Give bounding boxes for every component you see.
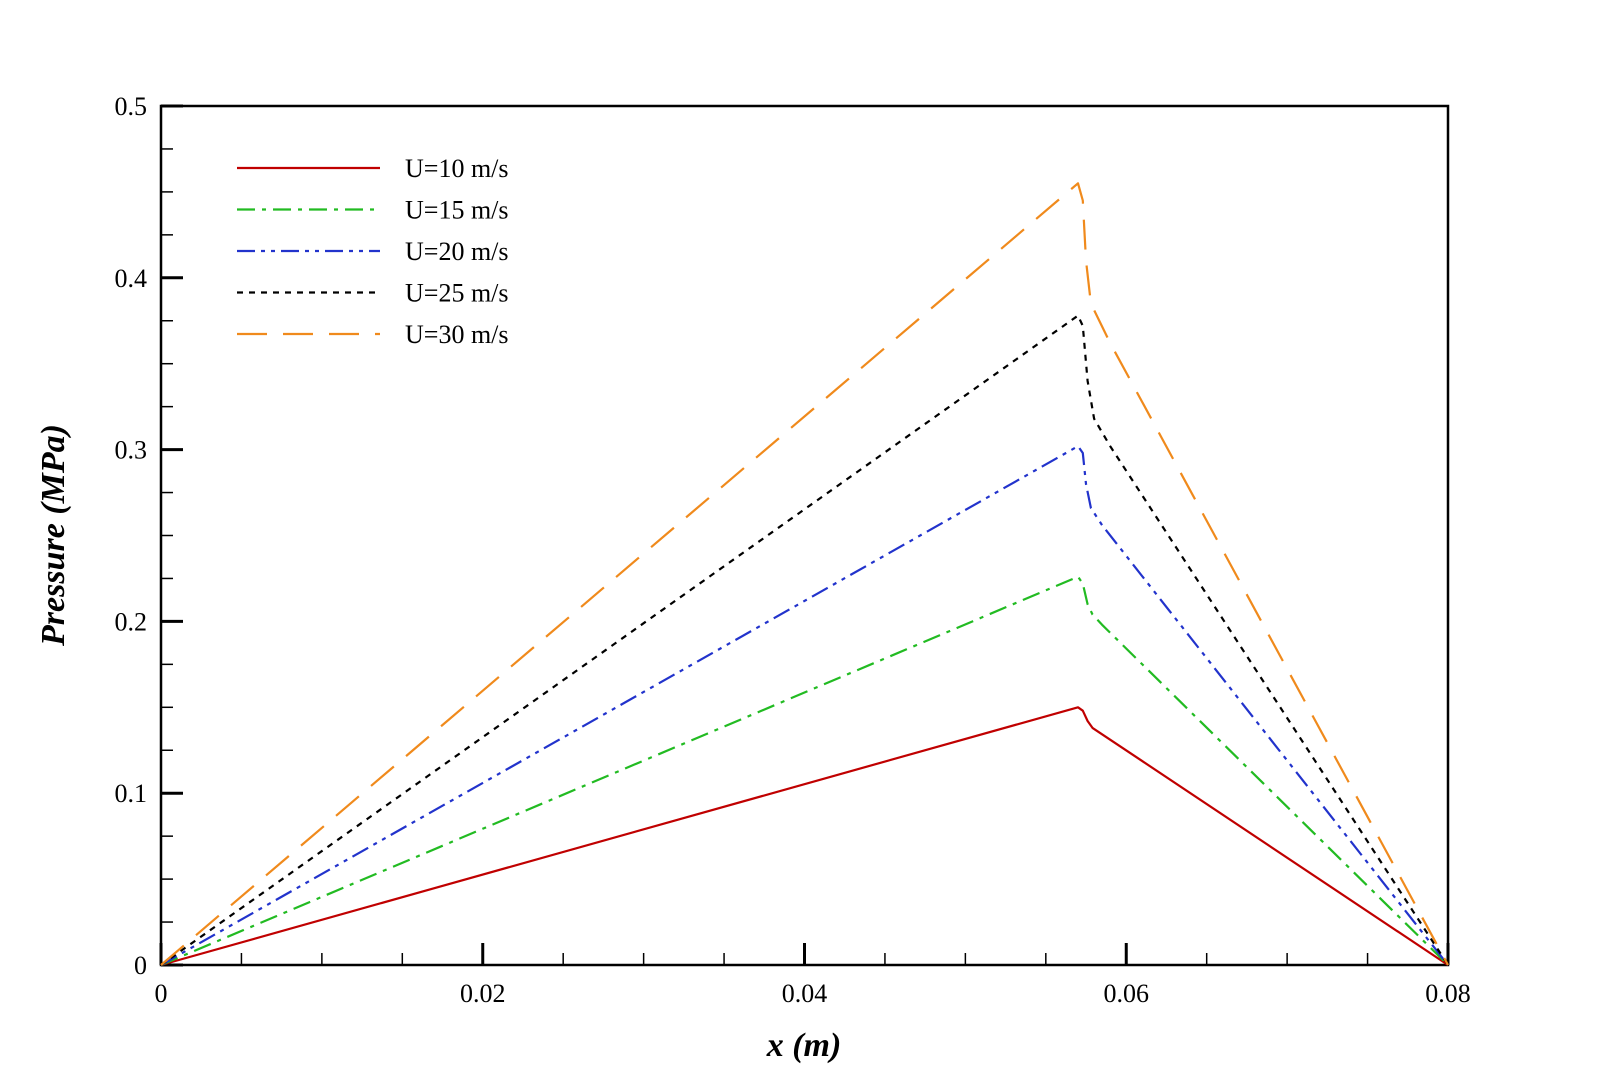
y-tick-label: 0.3 [115,436,148,465]
legend-label-5: U=30 m/s [405,320,509,349]
series-line-2 [160,575,1449,967]
legend: U=10 m/s U=15 m/s U=20 m/s U=25 m/s U=30 m/s [237,154,509,349]
x-tick-label: 0.08 [1425,979,1471,1008]
axis-tick-labels: 0 0.02 0.04 0.06 0.08 0 0.1 0.2 0.3 0.4 0.5 [115,92,1471,1008]
y-tick-label: 0.2 [115,607,148,636]
legend-label-2: U=15 m/s [405,196,509,225]
x-tick-label: 0.06 [1104,979,1150,1008]
x-tick-label: 0.02 [460,979,506,1008]
x-tick-label: 0 [155,979,168,1008]
series-line-1 [160,706,1449,967]
x-tick-label: 0.04 [782,979,828,1008]
legend-label-1: U=10 m/s [405,154,509,183]
legend-label-3: U=20 m/s [405,237,509,266]
axis-ticks [159,104,1450,967]
data-series [160,182,1449,967]
y-tick-label: 0.1 [115,779,148,808]
legend-label-4: U=25 m/s [405,279,509,308]
x-axis-title: x (m) [766,1027,842,1064]
y-tick-label: 0.4 [115,264,148,293]
series-line-3 [160,445,1449,966]
y-axis-title: Pressure (MPa) [35,424,72,647]
y-tick-label: 0 [134,951,147,980]
series-line-5 [160,182,1449,966]
series-line-4 [160,314,1449,966]
y-tick-label: 0.5 [115,92,148,121]
